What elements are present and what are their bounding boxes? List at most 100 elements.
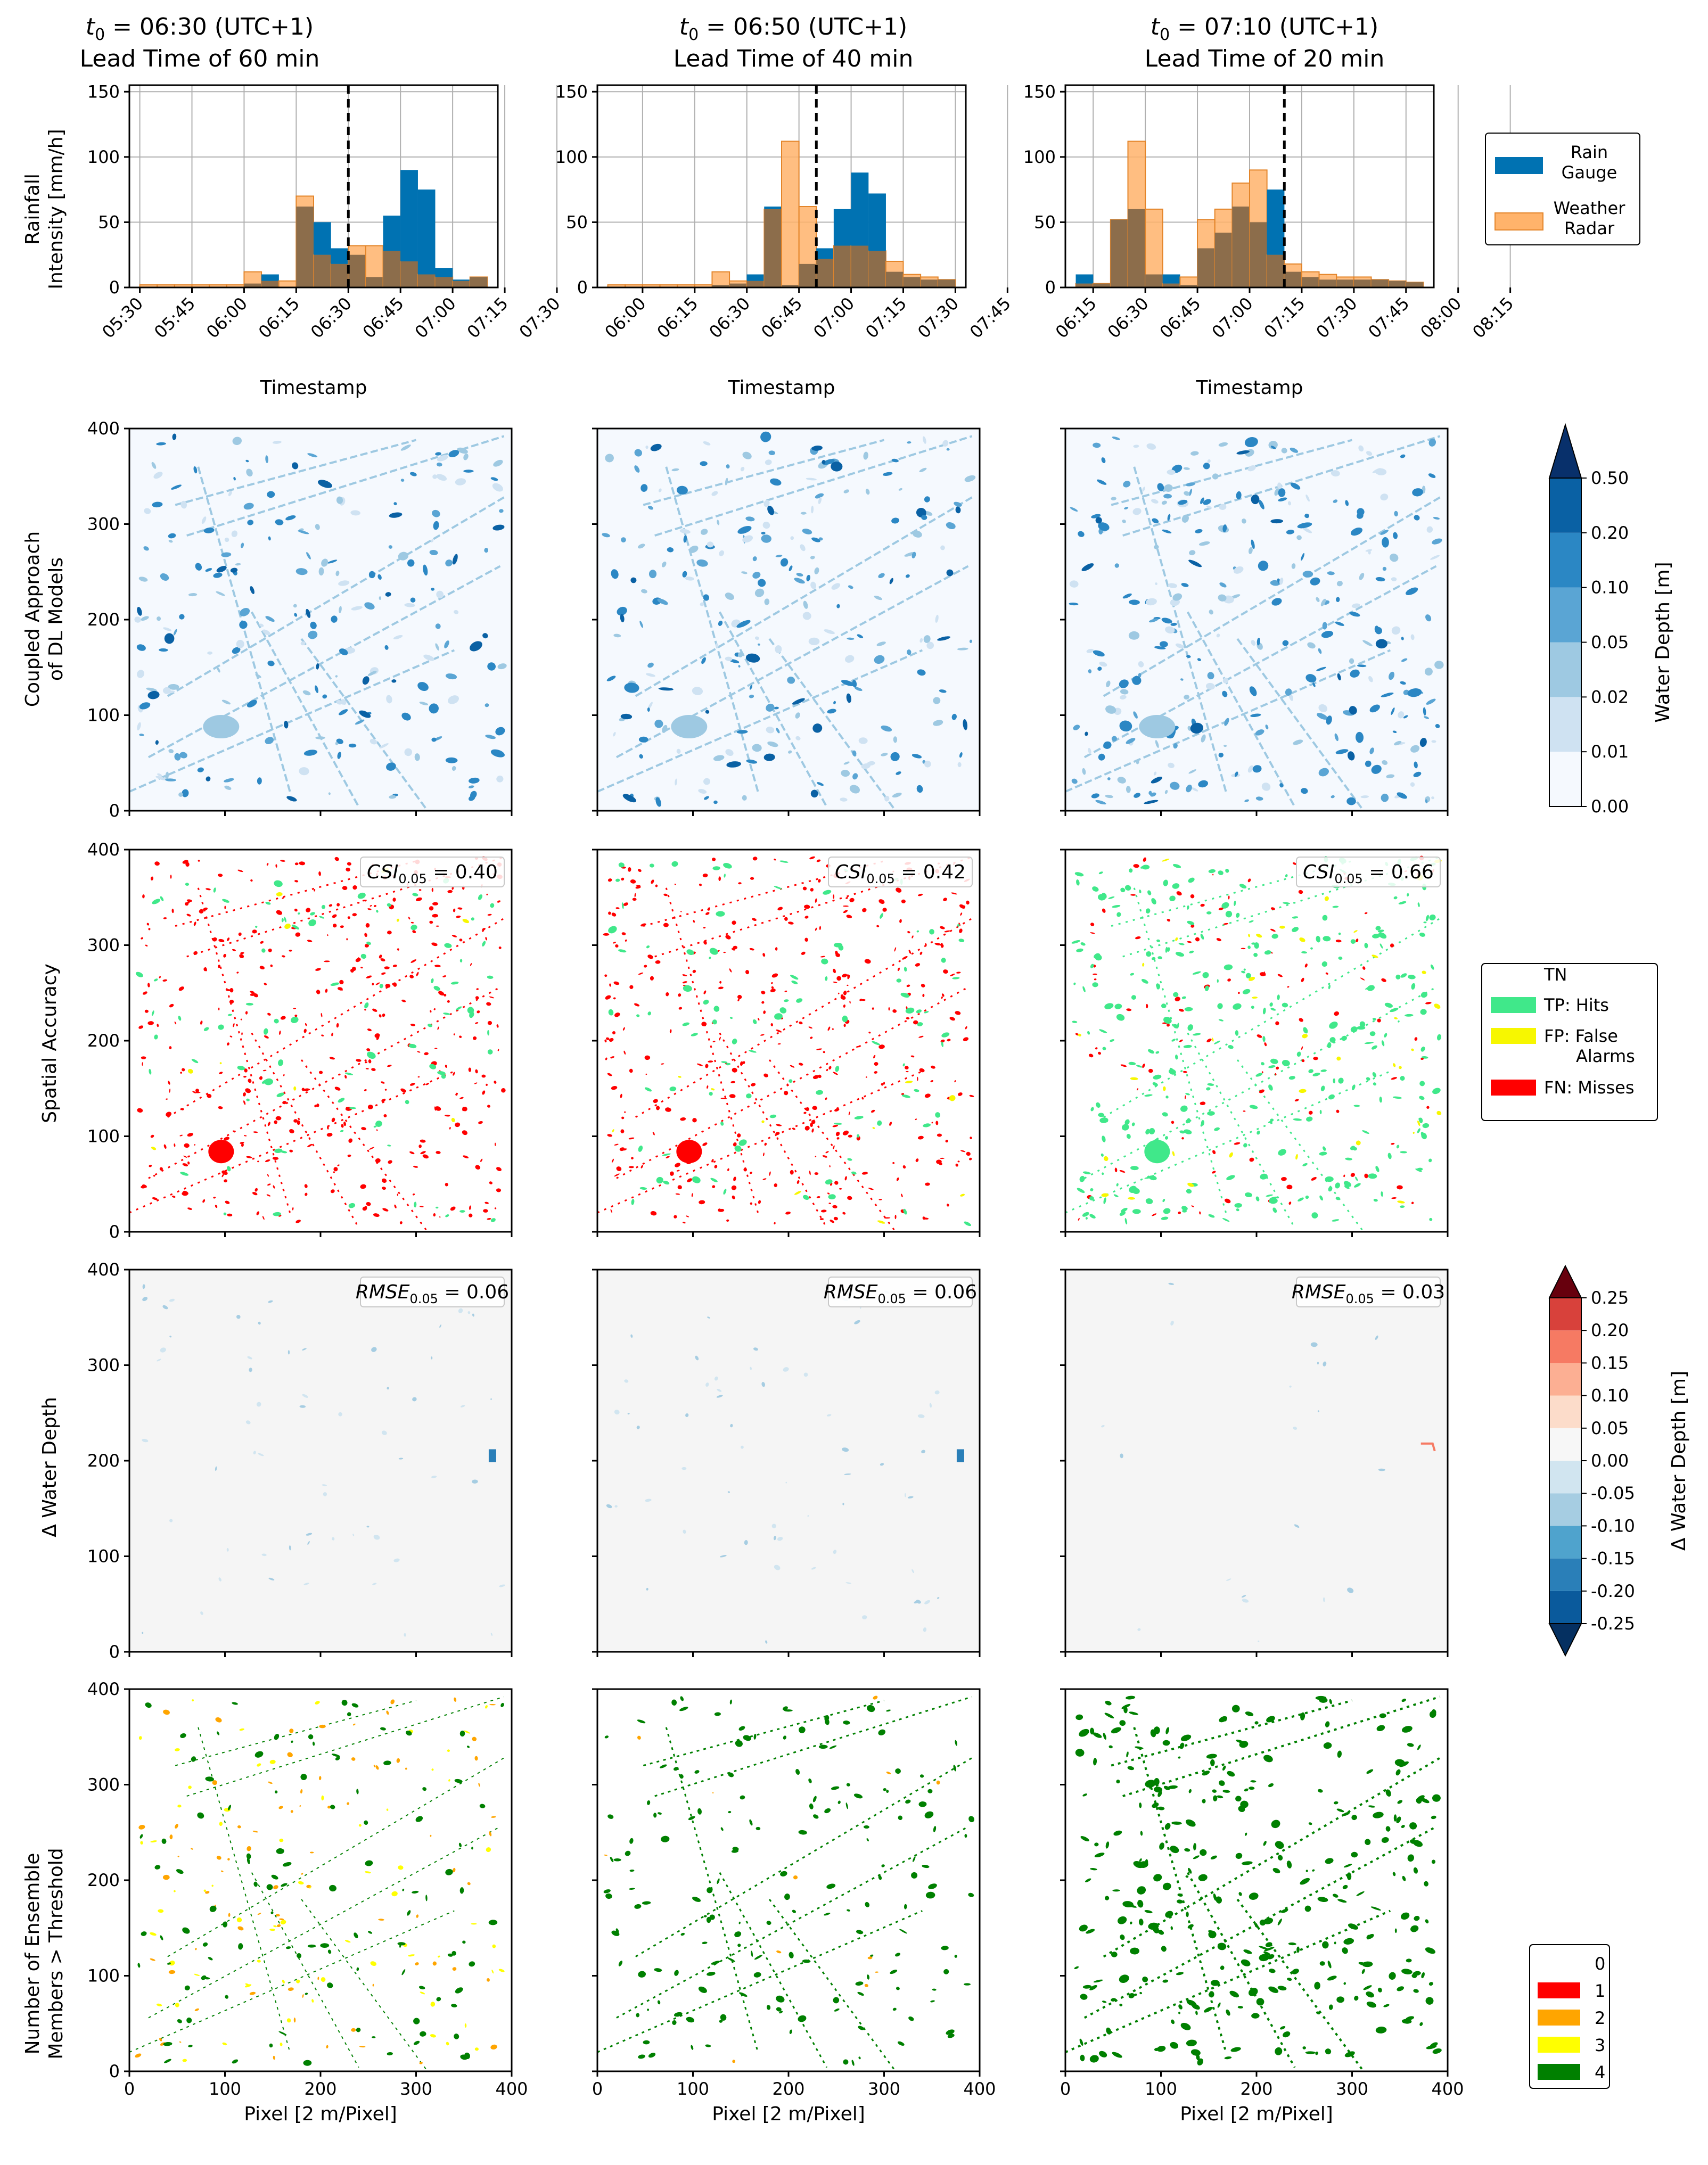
map-pixel-cluster [490, 1633, 493, 1636]
map-pixel-cluster [618, 1961, 623, 1966]
map-pixel-cluster [738, 882, 742, 885]
map-pixel-cluster [217, 667, 220, 673]
map-pixel-cluster [796, 1180, 800, 1184]
map-pixel-cluster [859, 999, 863, 1001]
colorbar-extend-arrow [1548, 423, 1582, 479]
map-pixel-cluster [141, 1056, 146, 1059]
map-pixel-cluster [317, 480, 332, 488]
bar-gauge-excess [764, 207, 782, 209]
bar-overlap [816, 259, 834, 287]
map-pixel-cluster [356, 1967, 359, 1971]
map-pixel-cluster [161, 1838, 167, 1844]
map-pixel-cluster [237, 869, 243, 872]
map-pixel-cluster [878, 899, 885, 904]
map-pixel-cluster [289, 949, 292, 952]
map-pixel-cluster [745, 653, 760, 663]
map-pixel-cluster [364, 933, 367, 937]
map-pixel-cluster [262, 1216, 265, 1220]
map-pixel-cluster [1189, 550, 1196, 556]
map-pixel-cluster [712, 866, 720, 870]
map-pixel-cluster [1357, 1026, 1366, 1030]
map-pixel-cluster [614, 1173, 620, 1177]
map-pixel-cluster [662, 725, 668, 733]
map-pixel-cluster [858, 2056, 861, 2060]
map-pixel-cluster [285, 515, 296, 521]
map-pixel-cluster [430, 2002, 436, 2007]
map-pixel-cluster [347, 1154, 351, 1157]
map-pixel-cluster [315, 968, 321, 971]
map-pixel-cluster [841, 680, 855, 686]
map-pixel-cluster [1073, 725, 1080, 730]
map-pixel-cluster [655, 884, 658, 887]
map-pixel-cluster [798, 1830, 807, 1835]
map-pixel-cluster [424, 1052, 429, 1056]
map-pixel-cluster [168, 684, 179, 690]
map-pixel-cluster [356, 1789, 359, 1794]
map-pixel-cluster [682, 981, 687, 984]
map-pixel-cluster [804, 1125, 810, 1131]
map-pixel-cluster [775, 947, 778, 951]
map-pixel-cluster [630, 577, 637, 583]
map-pixel-cluster [940, 943, 943, 946]
map-pixel-cluster [492, 483, 503, 492]
map-pixel-cluster [771, 1524, 776, 1528]
map-pixel-cluster [737, 652, 743, 657]
map-pixel-cluster [349, 1107, 357, 1109]
map-pixel-cluster [136, 644, 146, 651]
bar-gauge-excess [261, 274, 279, 281]
bar-overlap [1371, 279, 1389, 287]
bar-gauge-excess [851, 172, 869, 246]
map-pixel-cluster [612, 1129, 614, 1133]
map-pixel-cluster [852, 680, 857, 688]
map-pixel-cluster [494, 1207, 497, 1209]
map-pixel-cluster [144, 1009, 149, 1013]
map-pixel-cluster [799, 1726, 806, 1733]
map-pixel-cluster [766, 2005, 771, 2010]
bar-overlap [435, 277, 453, 287]
x-tick-label: 05:45 [150, 293, 199, 342]
map-pixel-cluster [941, 993, 945, 997]
map-pixel-cluster [752, 572, 761, 579]
map-pixel-cluster [941, 1946, 949, 1950]
map-pixel-cluster [414, 1201, 417, 1208]
map-pixel-cluster [804, 904, 810, 909]
map-pixel-cluster [1251, 640, 1256, 646]
map-pixel-cluster [154, 1865, 161, 1870]
map-pixel-cluster [756, 1826, 761, 1831]
map-pixel-cluster [458, 1842, 462, 1848]
map-pixel-cluster [471, 1923, 477, 1925]
map-pixel-cluster [274, 1148, 283, 1153]
map-pixel-cluster [329, 904, 333, 907]
colorbar-tick-label: 0.05 [1591, 1418, 1629, 1438]
map-pixel-cluster [719, 2020, 723, 2023]
map-pixel-cluster [761, 531, 766, 535]
x-tick-label: 300 [868, 2079, 900, 2099]
map-pixel-cluster [352, 1723, 356, 1726]
map-pixel-cluster [809, 856, 815, 860]
map-pixel-cluster [763, 1073, 768, 1077]
map-pixel-cluster [400, 444, 411, 451]
map-pixel-cluster [1183, 467, 1190, 470]
map-pixel-cluster [294, 613, 298, 617]
map-pixel-cluster [1099, 661, 1107, 667]
map-pixel-cluster [738, 1726, 745, 1731]
map-pixel-cluster [429, 1064, 437, 1069]
map-pixel-cluster [857, 1134, 860, 1138]
map-pixel-cluster [849, 898, 855, 902]
map-pixel-cluster [653, 1813, 657, 1818]
map-pixel-cluster [937, 636, 951, 641]
map-pixel-cluster [731, 1849, 739, 1853]
map-pixel-cluster [775, 555, 783, 557]
map-pixel-cluster [397, 948, 399, 951]
map-pixel-cluster [914, 1600, 919, 1604]
map-pixel-cluster [1430, 555, 1440, 560]
map-pixel-cluster [247, 699, 257, 707]
map-pixel-cluster [695, 1355, 699, 1361]
map-pixel-cluster [164, 2059, 171, 2063]
map-pixel-cluster [467, 1311, 471, 1314]
map-pixel-cluster [790, 1170, 794, 1175]
map-pixel-cluster [913, 1020, 918, 1025]
map-pixel-cluster [752, 556, 757, 562]
map-pixel-cluster [784, 999, 789, 1002]
